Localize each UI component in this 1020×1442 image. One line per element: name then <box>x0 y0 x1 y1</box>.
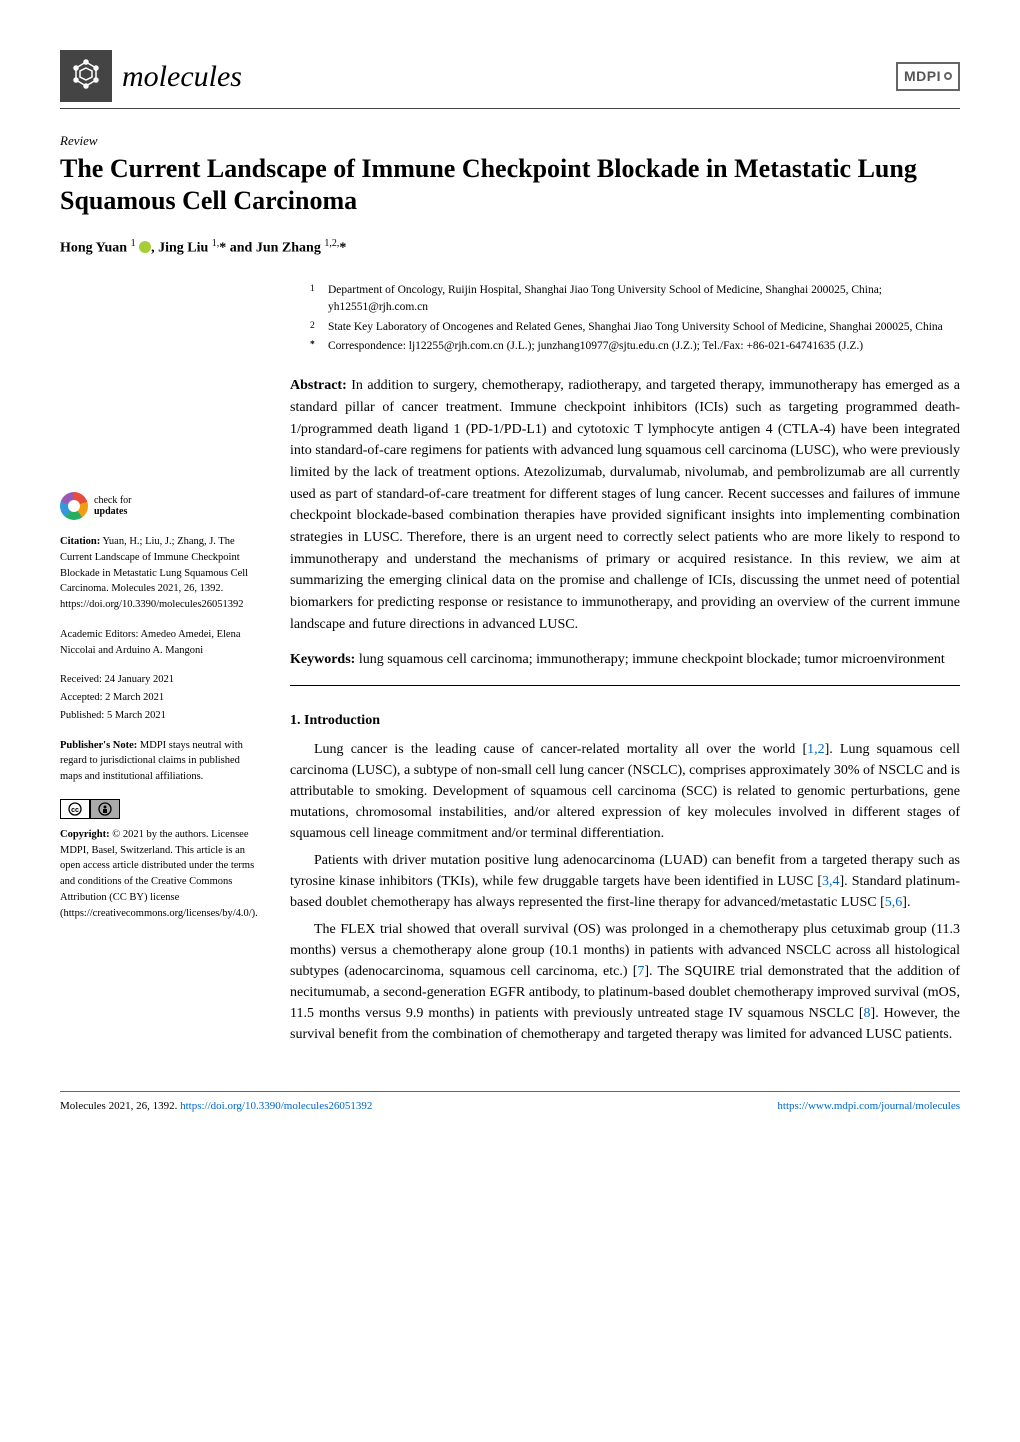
publisher-note-block: Publisher's Note: MDPI stays neutral wit… <box>60 738 260 785</box>
article-type: Review <box>60 131 960 151</box>
intro-para-1: Lung cancer is the leading cause of canc… <box>290 739 960 844</box>
svg-text:cc: cc <box>71 807 79 814</box>
publisher-logo: MDPI <box>896 62 960 91</box>
footer-left: Molecules 2021, 26, 1392. https://doi.or… <box>60 1098 372 1115</box>
check-line2: updates <box>94 506 131 517</box>
cc-icon: cc <box>60 799 90 819</box>
copyright-label: Copyright: <box>60 829 110 840</box>
journal-name: molecules <box>122 54 242 99</box>
check-updates-text: check for updates <box>94 495 131 517</box>
main-content-grid: check for updates Citation: Yuan, H.; Li… <box>60 282 960 1051</box>
article-content: 1 Department of Oncology, Ruijin Hospita… <box>290 282 960 1051</box>
keywords-label: Keywords: <box>290 652 355 667</box>
check-updates-icon <box>60 492 88 520</box>
check-line1: check for <box>94 495 131 506</box>
editors-block: Academic Editors: Amedeo Amedei, Elena N… <box>60 627 260 659</box>
keywords-text: lung squamous cell carcinoma; immunother… <box>355 652 944 667</box>
citation-label: Citation: <box>60 536 100 547</box>
section-1-heading: 1. Introduction <box>290 710 960 731</box>
editors-text: Academic Editors: Amedeo Amedei, Elena N… <box>60 627 260 659</box>
footer-link[interactable]: https://www.mdpi.com/journal/molecules <box>777 1100 960 1112</box>
correspondence: * Correspondence: lj12255@rjh.com.cn (J.… <box>310 338 960 355</box>
molecule-icon <box>66 56 106 96</box>
citation-block: Citation: Yuan, H.; Liu, J.; Zhang, J. T… <box>60 534 260 613</box>
keywords: Keywords: lung squamous cell carcinoma; … <box>290 649 960 686</box>
abstract-label: Abstract: <box>290 378 347 393</box>
abstract-text: In addition to surgery, chemotherapy, ra… <box>290 378 960 632</box>
publisher-logo-dot-icon <box>944 72 952 80</box>
corr-sup: * <box>310 339 315 350</box>
page-footer: Molecules 2021, 26, 1392. https://doi.or… <box>60 1091 960 1115</box>
affiliation-2: 2 State Key Laboratory of Oncogenes and … <box>310 319 960 336</box>
affiliations: 1 Department of Oncology, Ruijin Hospita… <box>290 282 960 355</box>
intro-para-2: Patients with driver mutation positive l… <box>290 850 960 913</box>
sidebar: check for updates Citation: Yuan, H.; Li… <box>60 282 260 1051</box>
aff-sup-1: 1 <box>310 282 318 317</box>
author-list: Hong Yuan 1 , Jing Liu 1,* and Jun Zhang… <box>60 236 960 259</box>
abstract: Abstract: In addition to surgery, chemot… <box>290 375 960 635</box>
publisher-name: MDPI <box>904 66 941 87</box>
journal-logo-group: molecules <box>60 50 242 102</box>
copyright-text: © 2021 by the authors. Licensee MDPI, Ba… <box>60 829 258 919</box>
cc-license-badge: cc <box>60 799 260 819</box>
date-received: Received: 24 January 2021 <box>60 672 260 688</box>
date-accepted: Accepted: 2 March 2021 <box>60 690 260 706</box>
check-for-updates[interactable]: check for updates <box>60 492 260 520</box>
footer-right: https://www.mdpi.com/journal/molecules <box>777 1098 960 1115</box>
corr-text: Correspondence: lj12255@rjh.com.cn (J.L.… <box>328 338 863 355</box>
date-published: Published: 5 March 2021 <box>60 708 260 724</box>
by-icon <box>90 799 120 819</box>
aff-sup-2: 2 <box>310 319 318 336</box>
aff-text-2: State Key Laboratory of Oncogenes and Re… <box>328 319 943 336</box>
affiliation-1: 1 Department of Oncology, Ruijin Hospita… <box>310 282 960 317</box>
aff-text-1: Department of Oncology, Ruijin Hospital,… <box>328 282 960 317</box>
article-title: The Current Landscape of Immune Checkpoi… <box>60 153 960 218</box>
pubnote-label: Publisher's Note: <box>60 740 137 751</box>
dates-block: Received: 24 January 2021 Accepted: 2 Ma… <box>60 672 260 723</box>
citation-text: Yuan, H.; Liu, J.; Zhang, J. The Current… <box>60 536 248 610</box>
copyright-block: Copyright: © 2021 by the authors. Licens… <box>60 827 260 922</box>
intro-para-3: The FLEX trial showed that overall survi… <box>290 919 960 1045</box>
page-header: molecules MDPI <box>60 50 960 109</box>
journal-logo-icon <box>60 50 112 102</box>
